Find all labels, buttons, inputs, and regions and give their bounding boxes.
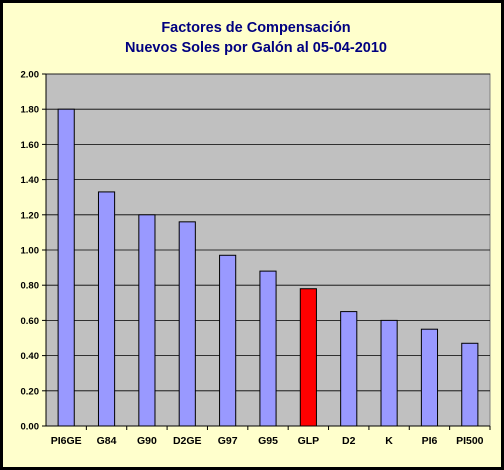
- x-tick-label: D2GE: [173, 435, 202, 447]
- x-tick-label: G84: [97, 435, 117, 447]
- y-tick-label: 1.00: [21, 246, 40, 257]
- x-tick-label: G97: [218, 435, 238, 447]
- y-tick-label: 1.60: [21, 140, 40, 151]
- bar-k: [380, 319, 398, 427]
- bar-g90: [138, 214, 156, 427]
- x-tick-label: PI6GE: [51, 435, 82, 447]
- y-tick-labels: 0.00 0.20 0.40 0.60 0.80 1.00 1.20 1.40 1.60 1.80…: [21, 70, 46, 433]
- x-tick-label: K: [385, 435, 393, 447]
- bars: [57, 108, 479, 427]
- bar-pi6: [420, 328, 439, 427]
- x-tick-label: GLP: [298, 435, 320, 447]
- bar-d2ge: [178, 221, 196, 427]
- bar-d2: [340, 311, 358, 427]
- y-tick-label: 0.40: [21, 351, 40, 362]
- bar-glp: [299, 288, 317, 427]
- x-tick-label: G95: [258, 435, 278, 447]
- y-tick-label: 2.00: [21, 70, 40, 81]
- y-tick-label: 0.60: [21, 316, 40, 327]
- y-tick-label: 1.20: [21, 210, 40, 221]
- y-tick-label: 1.40: [21, 175, 40, 186]
- y-tick-label: 1.80: [21, 105, 40, 116]
- y-tick-label: 0.80: [21, 281, 40, 292]
- y-tick-label: 0.00: [21, 422, 40, 433]
- bar-g95: [259, 270, 277, 427]
- chart-title: Factores de Compensación: [161, 20, 350, 36]
- bar-pi6ge: [57, 108, 75, 427]
- x-tick-label: PI6: [422, 435, 438, 447]
- bar-g97: [219, 254, 237, 427]
- y-tick-label: 0.20: [21, 386, 40, 397]
- chart-subtitle: Nuevos Soles por Galón al 05-04-2010: [125, 40, 387, 56]
- bar-pi500: [461, 342, 479, 427]
- x-tick-label: G90: [137, 435, 157, 447]
- x-tick-labels: PI6GE G84 G90 D2GE G97 G95 GLP D2 K PI6 PI500: [51, 426, 491, 447]
- x-tick-label: PI500: [456, 435, 484, 447]
- bar-g84: [97, 191, 116, 427]
- x-tick-label: D2: [342, 435, 356, 447]
